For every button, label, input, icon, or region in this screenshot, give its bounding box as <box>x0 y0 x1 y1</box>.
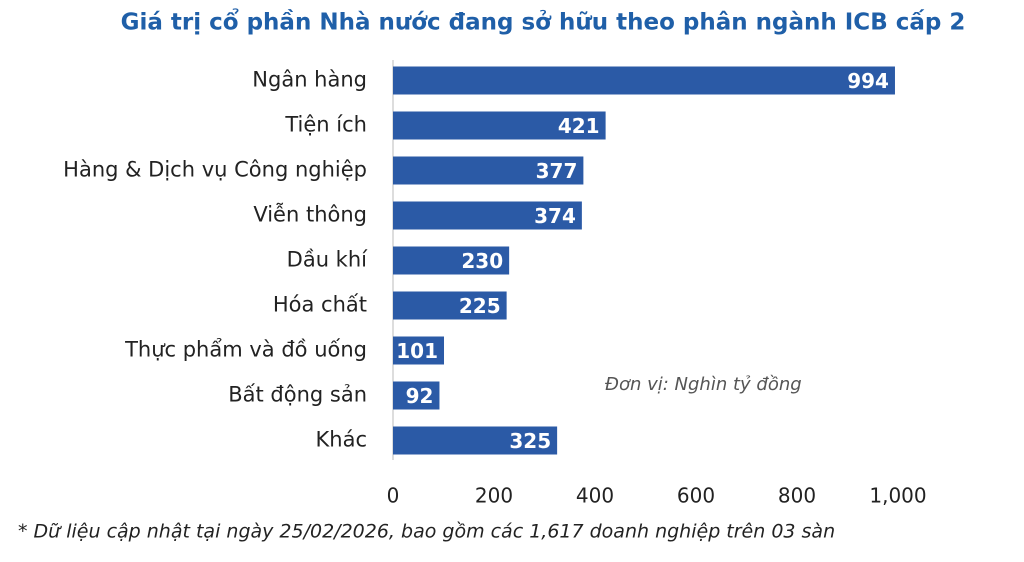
value-label: 994 <box>847 69 889 93</box>
y-tick-label: Khác <box>316 428 368 452</box>
value-label: 225 <box>459 294 501 318</box>
y-tick-label: Tiện ích <box>284 113 367 137</box>
bar <box>393 156 584 185</box>
value-label: 230 <box>461 249 503 273</box>
y-tick-label: Hóa chất <box>273 293 367 317</box>
value-label: 374 <box>534 204 576 228</box>
y-tick-label: Ngân hàng <box>252 68 367 92</box>
footnote: * Dữ liệu cập nhật tại ngày 25/02/2026, … <box>18 521 835 543</box>
bar <box>393 336 445 365</box>
bar <box>393 381 440 410</box>
x-tick-label: 0 <box>387 484 400 508</box>
y-tick-label: Hàng & Dịch vụ Công nghiệp <box>63 158 367 182</box>
value-label: 92 <box>406 384 434 408</box>
value-label: 377 <box>536 159 578 183</box>
value-label: 101 <box>396 339 438 363</box>
y-tick-label: Thực phẩm và đồ uống <box>124 338 367 362</box>
value-label: 421 <box>558 114 600 138</box>
y-tick-label: Bất động sản <box>228 383 367 407</box>
bar <box>393 201 582 230</box>
x-tick-label: 400 <box>576 484 614 508</box>
bar <box>393 426 558 455</box>
chart-title: Giá trị cổ phần Nhà nước đang sở hữu the… <box>121 8 966 36</box>
x-tick-label: 800 <box>778 484 816 508</box>
bar <box>393 111 606 140</box>
x-tick-label: 1,000 <box>869 484 926 508</box>
y-tick-label: Dầu khí <box>287 248 368 272</box>
x-tick-label: 600 <box>677 484 715 508</box>
unit-annotation: Đơn vị: Nghìn tỷ đồng <box>605 374 802 395</box>
value-label: 325 <box>509 429 551 453</box>
bar <box>393 246 510 275</box>
y-tick-label: Viễn thông <box>253 202 367 227</box>
bar <box>393 291 507 320</box>
x-tick-label: 200 <box>475 484 513 508</box>
bar <box>393 66 895 95</box>
